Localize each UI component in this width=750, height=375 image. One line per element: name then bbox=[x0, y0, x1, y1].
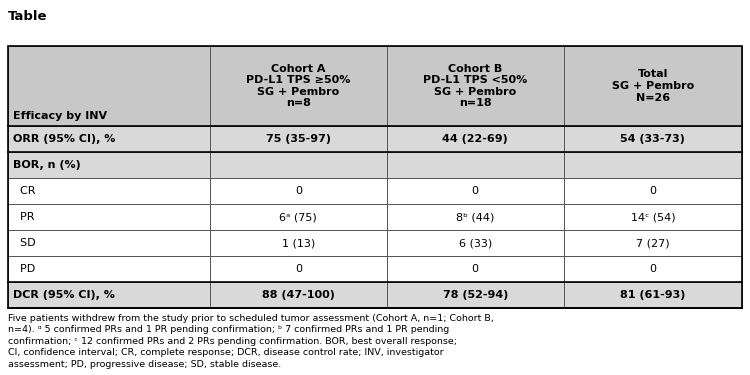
Text: DCR (95% CI), %: DCR (95% CI), % bbox=[13, 290, 115, 300]
Bar bbox=[387, 282, 564, 308]
Bar bbox=[564, 152, 742, 178]
Text: 0: 0 bbox=[295, 186, 302, 196]
Text: 78 (52-94): 78 (52-94) bbox=[442, 290, 508, 300]
Text: 7 (27): 7 (27) bbox=[636, 238, 670, 248]
Text: 6ᵃ (75): 6ᵃ (75) bbox=[280, 212, 317, 222]
Bar bbox=[387, 126, 564, 152]
Text: 81 (61-93): 81 (61-93) bbox=[620, 290, 686, 300]
Bar bbox=[564, 46, 742, 126]
Bar bbox=[210, 152, 387, 178]
Bar bbox=[210, 204, 387, 230]
Text: 6 (33): 6 (33) bbox=[458, 238, 492, 248]
Text: 8ᵇ (44): 8ᵇ (44) bbox=[456, 212, 494, 222]
Bar bbox=[210, 178, 387, 204]
Bar bbox=[8, 126, 210, 152]
Bar bbox=[8, 46, 210, 126]
Bar bbox=[8, 46, 742, 308]
Text: 0: 0 bbox=[650, 186, 656, 196]
Bar bbox=[8, 230, 210, 256]
Text: 75 (35-97): 75 (35-97) bbox=[266, 134, 331, 144]
Bar bbox=[210, 282, 387, 308]
Bar bbox=[564, 230, 742, 256]
Bar bbox=[8, 282, 210, 308]
Bar bbox=[210, 46, 387, 126]
Text: 88 (47-100): 88 (47-100) bbox=[262, 290, 334, 300]
Bar bbox=[387, 46, 564, 126]
Text: 0: 0 bbox=[295, 264, 302, 274]
Text: 44 (22-69): 44 (22-69) bbox=[442, 134, 508, 144]
Bar bbox=[387, 178, 564, 204]
Bar bbox=[8, 178, 210, 204]
Text: CR: CR bbox=[13, 186, 35, 196]
Text: 1 (13): 1 (13) bbox=[282, 238, 315, 248]
Bar bbox=[8, 204, 210, 230]
Text: ORR (95% CI), %: ORR (95% CI), % bbox=[13, 134, 116, 144]
Bar bbox=[564, 204, 742, 230]
Bar bbox=[8, 256, 210, 282]
Bar bbox=[564, 126, 742, 152]
Text: 54 (33-73): 54 (33-73) bbox=[620, 134, 686, 144]
Text: Efficacy by INV: Efficacy by INV bbox=[13, 111, 107, 121]
Bar bbox=[210, 256, 387, 282]
Bar bbox=[564, 178, 742, 204]
Bar bbox=[387, 256, 564, 282]
Text: Cohort A
PD-L1 TPS ≥50%
SG + Pembro
n=8: Cohort A PD-L1 TPS ≥50% SG + Pembro n=8 bbox=[246, 64, 350, 108]
Bar bbox=[387, 230, 564, 256]
Bar bbox=[564, 282, 742, 308]
Bar bbox=[564, 256, 742, 282]
Text: SD: SD bbox=[13, 238, 36, 248]
Bar bbox=[210, 126, 387, 152]
Text: 0: 0 bbox=[472, 186, 478, 196]
Text: Five patients withdrew from the study prior to scheduled tumor assessment (Cohor: Five patients withdrew from the study pr… bbox=[8, 314, 494, 369]
Bar bbox=[387, 152, 564, 178]
Text: Total
SG + Pembro
N=26: Total SG + Pembro N=26 bbox=[612, 69, 694, 103]
Text: Cohort B
PD-L1 TPS <50%
SG + Pembro
n=18: Cohort B PD-L1 TPS <50% SG + Pembro n=18 bbox=[423, 64, 527, 108]
Text: PR: PR bbox=[13, 212, 34, 222]
Text: 0: 0 bbox=[650, 264, 656, 274]
Text: 0: 0 bbox=[472, 264, 478, 274]
Bar bbox=[8, 152, 210, 178]
Text: Table: Table bbox=[8, 10, 47, 23]
Text: BOR, n (%): BOR, n (%) bbox=[13, 160, 81, 170]
Text: PD: PD bbox=[13, 264, 35, 274]
Bar bbox=[210, 230, 387, 256]
Bar bbox=[387, 204, 564, 230]
Text: 14ᶜ (54): 14ᶜ (54) bbox=[631, 212, 675, 222]
